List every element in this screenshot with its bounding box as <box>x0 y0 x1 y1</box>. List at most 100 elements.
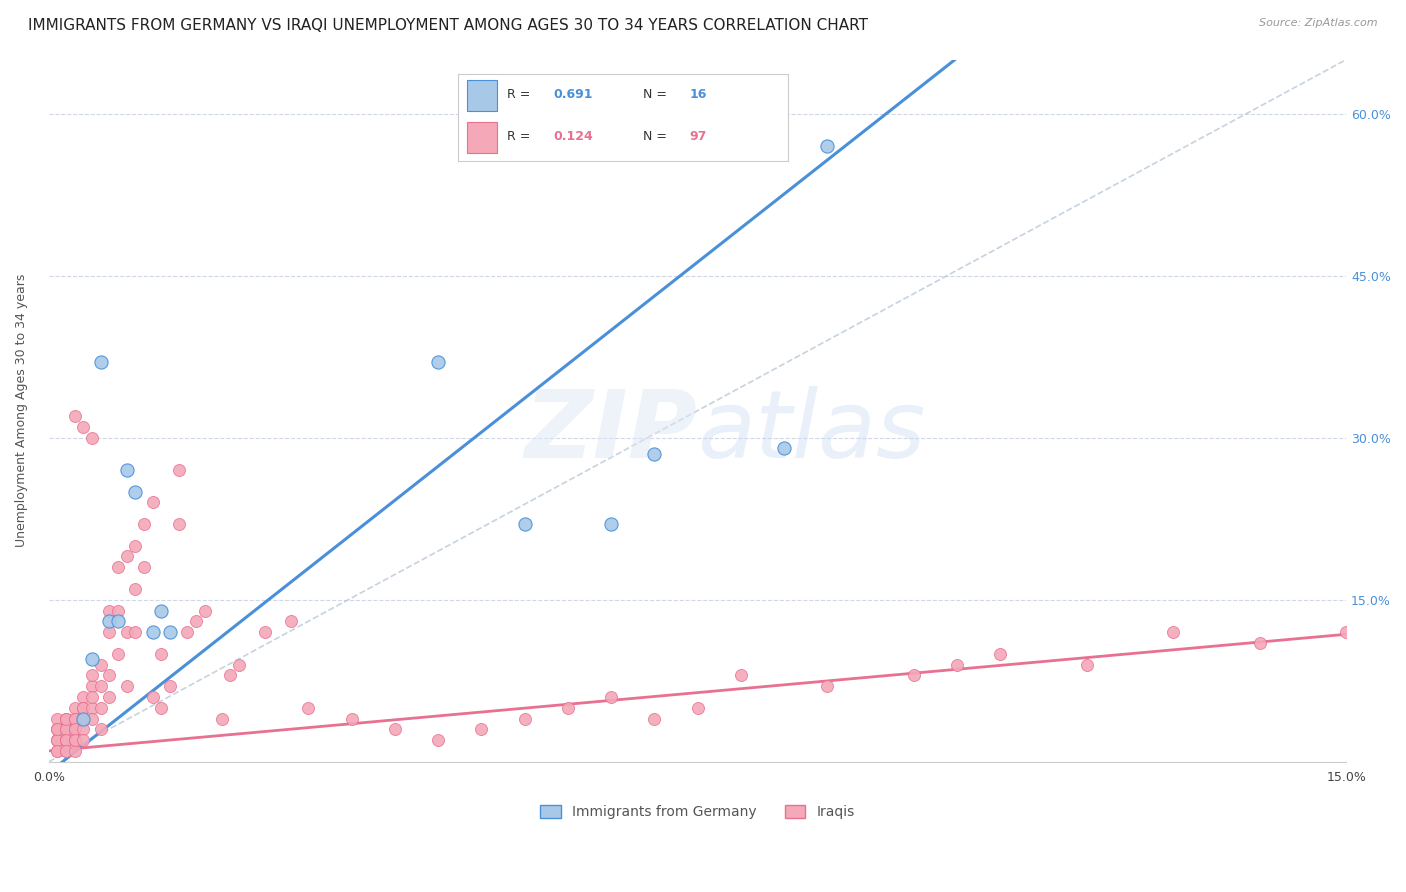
Point <box>115 463 138 477</box>
Point <box>600 517 623 532</box>
Point <box>46 733 69 747</box>
Point <box>63 723 86 737</box>
Point <box>80 668 103 682</box>
Point <box>115 625 138 640</box>
Point <box>142 625 165 640</box>
Point <box>90 723 112 737</box>
Point <box>72 733 94 747</box>
Point <box>55 733 77 747</box>
Point <box>115 549 138 564</box>
Point <box>72 712 94 726</box>
Point <box>55 712 77 726</box>
Point <box>815 139 838 153</box>
Point <box>107 560 129 574</box>
Point <box>1161 625 1184 640</box>
Point <box>427 733 450 747</box>
Point <box>107 615 129 629</box>
Point <box>150 603 173 617</box>
Point <box>55 744 77 758</box>
Point <box>1076 657 1098 672</box>
Point <box>98 615 121 629</box>
Point <box>55 744 77 758</box>
Point <box>80 700 103 714</box>
Point <box>80 431 103 445</box>
Point <box>72 712 94 726</box>
Point <box>90 679 112 693</box>
Point <box>211 712 233 726</box>
Point <box>72 700 94 714</box>
Point <box>98 690 121 704</box>
Point <box>773 442 796 456</box>
Point <box>124 625 146 640</box>
Point <box>55 712 77 726</box>
Point <box>167 463 190 477</box>
Point <box>55 733 77 747</box>
Point <box>55 733 77 747</box>
Point <box>167 517 190 532</box>
Point <box>63 733 86 747</box>
Point <box>107 603 129 617</box>
Point <box>600 690 623 704</box>
Point <box>63 712 86 726</box>
Point <box>1249 636 1271 650</box>
Point <box>107 647 129 661</box>
Point <box>80 652 103 666</box>
Point <box>193 603 215 617</box>
Point <box>903 668 925 682</box>
Point <box>280 615 302 629</box>
Point <box>988 647 1011 661</box>
Point <box>46 733 69 747</box>
Point <box>63 409 86 423</box>
Text: Source: ZipAtlas.com: Source: ZipAtlas.com <box>1260 18 1378 28</box>
Point <box>55 723 77 737</box>
Point <box>254 625 277 640</box>
Point <box>46 733 69 747</box>
Point <box>72 723 94 737</box>
Point <box>686 700 709 714</box>
Point <box>46 744 69 758</box>
Point <box>63 733 86 747</box>
Text: ZIP: ZIP <box>524 385 697 478</box>
Point <box>730 668 752 682</box>
Point <box>90 355 112 369</box>
Y-axis label: Unemployment Among Ages 30 to 34 years: Unemployment Among Ages 30 to 34 years <box>15 274 28 548</box>
Point <box>557 700 579 714</box>
Point <box>132 517 155 532</box>
Point <box>219 668 242 682</box>
Point <box>72 420 94 434</box>
Point <box>946 657 969 672</box>
Point <box>384 723 406 737</box>
Point <box>150 700 173 714</box>
Point <box>46 744 69 758</box>
Point <box>80 712 103 726</box>
Point <box>72 712 94 726</box>
Point <box>98 603 121 617</box>
Point <box>80 679 103 693</box>
Legend: Immigrants from Germany, Iraqis: Immigrants from Germany, Iraqis <box>534 800 860 825</box>
Point <box>72 690 94 704</box>
Point <box>228 657 250 672</box>
Point <box>63 712 86 726</box>
Point <box>297 700 319 714</box>
Point <box>815 679 838 693</box>
Point <box>643 447 665 461</box>
Point <box>150 647 173 661</box>
Point <box>176 625 198 640</box>
Point <box>72 700 94 714</box>
Point <box>184 615 207 629</box>
Point <box>142 495 165 509</box>
Point <box>427 355 450 369</box>
Text: atlas: atlas <box>697 386 925 477</box>
Point <box>513 712 536 726</box>
Point <box>470 723 492 737</box>
Point <box>63 733 86 747</box>
Point <box>98 668 121 682</box>
Point <box>142 690 165 704</box>
Point <box>46 712 69 726</box>
Point <box>46 723 69 737</box>
Point <box>90 657 112 672</box>
Point <box>63 723 86 737</box>
Point <box>159 679 181 693</box>
Point <box>55 712 77 726</box>
Point <box>1336 625 1358 640</box>
